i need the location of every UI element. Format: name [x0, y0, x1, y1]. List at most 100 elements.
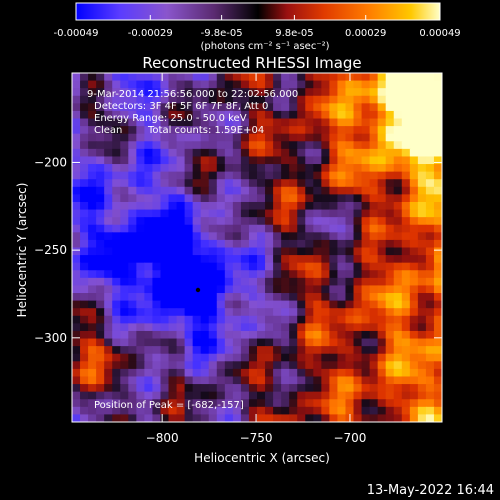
heatmap-cell	[80, 293, 89, 302]
heatmap-cell	[160, 285, 170, 294]
heatmap-cell	[353, 217, 363, 226]
heatmap-cell	[409, 164, 419, 173]
heatmap-cell	[273, 368, 282, 378]
heatmap-cell	[120, 376, 129, 385]
heatmap-cell	[208, 133, 218, 142]
heatmap-cell	[248, 201, 258, 211]
heatmap-cell	[417, 361, 427, 370]
heatmap-cell	[104, 148, 113, 158]
heatmap-cell	[216, 262, 226, 271]
heatmap-cell	[297, 126, 306, 135]
heatmap-cell	[96, 384, 105, 393]
heatmap-cell	[305, 414, 314, 422]
heatmap-cell	[72, 247, 81, 256]
heatmap-cell	[168, 110, 178, 120]
heatmap-cell	[345, 285, 355, 294]
heatmap-cell	[88, 330, 97, 340]
heatmap-cell	[425, 406, 435, 416]
heatmap-cell	[433, 164, 442, 173]
heatmap-cell	[200, 239, 210, 249]
heatmap-cell	[168, 315, 178, 324]
heatmap-cell	[216, 95, 226, 104]
heatmap-cell	[369, 277, 379, 287]
heatmap-cell	[192, 110, 202, 120]
heatmap-cell	[72, 368, 81, 378]
heatmap-cell	[393, 73, 403, 82]
heatmap-cell	[369, 262, 379, 271]
heatmap-cell	[313, 262, 322, 271]
heatmap-cell	[409, 201, 419, 211]
heatmap-cell	[425, 277, 435, 287]
heatmap-cell	[297, 262, 306, 271]
heatmap-cell	[160, 338, 170, 347]
heatmap-cell	[96, 323, 105, 332]
heatmap-cell	[88, 247, 97, 256]
heatmap-cell	[120, 399, 129, 408]
heatmap-cell	[337, 103, 347, 112]
heatmap-cell	[433, 209, 442, 218]
heatmap-cell	[265, 368, 274, 378]
heatmap-cell	[401, 194, 411, 203]
heatmap-cell	[208, 368, 218, 378]
heatmap-cell	[208, 148, 218, 158]
heatmap-cell	[353, 141, 363, 150]
heatmap-cell	[248, 171, 258, 180]
heatmap-cell	[369, 164, 379, 173]
heatmap-cell	[112, 300, 121, 309]
heatmap-cell	[128, 323, 137, 332]
heatmap-cell	[144, 118, 154, 127]
heatmap-cell	[224, 194, 234, 203]
heatmap-cell	[248, 300, 258, 309]
heatmap-cell	[104, 126, 113, 135]
heatmap-cell	[385, 399, 395, 408]
heatmap-cell	[120, 338, 129, 347]
x-axis-label: Heliocentric X (arcsec)	[194, 451, 330, 465]
heatmap-cell	[265, 247, 274, 256]
heatmap-cell	[433, 194, 442, 203]
heatmap-cell	[313, 255, 322, 264]
heatmap-cell	[120, 201, 129, 211]
heatmap-cell	[248, 73, 258, 82]
heatmap-cell	[248, 338, 258, 347]
heatmap-cell	[257, 148, 266, 158]
heatmap-cell	[104, 255, 113, 264]
heatmap-cell	[337, 300, 347, 309]
heatmap-cell	[337, 171, 347, 180]
heatmap-cell	[128, 164, 137, 173]
heatmap-cell	[152, 201, 162, 211]
heatmap-cell	[409, 126, 419, 135]
heatmap-cell	[72, 95, 81, 104]
heatmap-cell	[168, 164, 178, 173]
heatmap-cell	[112, 164, 121, 173]
heatmap-cell	[401, 133, 411, 142]
heatmap-cell	[232, 224, 242, 233]
heatmap-cell	[88, 285, 97, 294]
heatmap-cell	[184, 300, 194, 309]
heatmap-cell	[297, 141, 306, 150]
heatmap-cell	[265, 171, 274, 180]
heatmap-cell	[168, 308, 178, 317]
heatmap-cell	[401, 300, 411, 309]
heatmap-cell	[240, 171, 250, 180]
heatmap-cell	[281, 110, 290, 120]
heatmap-cell	[433, 126, 442, 135]
heatmap-cell	[184, 262, 194, 271]
heatmap-cell	[96, 285, 105, 294]
heatmap-cell	[425, 217, 435, 226]
heatmap-cell	[144, 239, 154, 249]
heatmap-cell	[88, 88, 97, 97]
heatmap-cell	[425, 103, 435, 112]
heatmap-cell	[160, 80, 170, 89]
heatmap-cell	[305, 308, 314, 317]
heatmap-cell	[377, 368, 387, 378]
heatmap-cell	[305, 255, 314, 264]
heatmap-cell	[216, 346, 226, 355]
heatmap-cell	[192, 270, 202, 279]
heatmap-cell	[144, 103, 154, 112]
heatmap-cell	[136, 73, 145, 82]
heatmap-cell	[216, 179, 226, 188]
heatmap-cell	[273, 315, 282, 324]
heatmap-cell	[401, 353, 411, 362]
heatmap-cell	[120, 346, 129, 355]
heatmap-cell	[104, 156, 113, 165]
